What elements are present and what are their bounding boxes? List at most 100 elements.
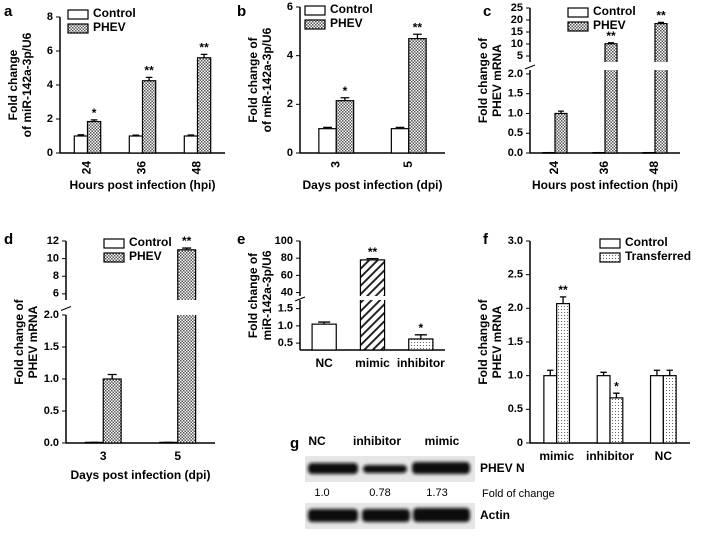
legend-label: Control xyxy=(93,6,136,20)
legend-label: Transferred xyxy=(625,249,691,263)
y-tick-label: 40 xyxy=(281,286,293,298)
error-bar xyxy=(182,247,192,250)
significance: ** xyxy=(182,234,192,248)
fold-value: 1.73 xyxy=(426,487,447,499)
y-tick-label: 0.5 xyxy=(508,403,523,415)
significance: * xyxy=(92,106,97,120)
x-axis-label: Hours post infection (hpi) xyxy=(70,178,216,192)
x-tick-label: 48 xyxy=(190,161,204,175)
bar xyxy=(73,135,89,154)
legend-swatch xyxy=(67,9,89,20)
bar xyxy=(556,303,571,444)
y-tick-label: 0 xyxy=(517,437,523,449)
y-tick-label: 80 xyxy=(281,252,293,264)
bar xyxy=(654,23,668,154)
error-bar xyxy=(145,76,153,81)
bar xyxy=(335,100,355,154)
y-tick-label: 8 xyxy=(53,270,59,282)
bar xyxy=(543,375,558,444)
x-tick-label: mimic xyxy=(355,356,390,370)
significance: ** xyxy=(558,283,568,297)
y-tick-label: 15 xyxy=(511,26,523,38)
axis-break xyxy=(294,296,306,302)
bar-panel: c Fold change of PHEV mRNA 0.0 0.5 1.0 1.5 2.0 5… xyxy=(476,2,680,192)
y-axis-label: miR-142a-3p/U6 xyxy=(260,250,274,340)
bar xyxy=(128,135,144,154)
bar xyxy=(196,57,212,154)
significance: * xyxy=(418,321,423,335)
y-tick-label: 1.5 xyxy=(508,336,523,348)
y-tick-label: 1.0 xyxy=(44,373,59,385)
y-tick-label: 12 xyxy=(47,235,59,247)
bar xyxy=(596,375,611,444)
x-tick-label: 5 xyxy=(174,449,181,463)
y-tick-label: 2.5 xyxy=(508,269,523,281)
bar xyxy=(408,38,427,154)
legend-swatch xyxy=(304,19,326,30)
y-tick-label: 0 xyxy=(47,147,53,159)
y-axis-label: Fold change of xyxy=(476,37,490,123)
bar xyxy=(662,375,677,444)
x-tick-label: NC xyxy=(315,356,333,370)
x-tick-label: mimic xyxy=(539,449,574,463)
x-tick-label: NC xyxy=(655,449,673,463)
error-bar xyxy=(132,134,140,136)
legend-label: PHEV xyxy=(93,20,126,34)
y-tick-label: 0.0 xyxy=(44,437,59,449)
legend-label: PHEV xyxy=(330,16,363,30)
bar xyxy=(177,249,197,444)
bar xyxy=(609,397,624,444)
error-bar xyxy=(107,373,117,379)
y-tick-label: 1.5 xyxy=(44,341,59,353)
legend-label: PHEV xyxy=(593,18,626,32)
error-bar xyxy=(658,21,664,24)
y-axis-label: PHEV mRNA xyxy=(26,305,40,378)
x-tick-label: 3 xyxy=(100,449,107,463)
panel-letter: d xyxy=(4,231,13,248)
y-tick-label: 0.5 xyxy=(278,337,293,349)
x-tick-label: 24 xyxy=(80,161,94,175)
x-tick-label: 36 xyxy=(597,161,611,175)
axis-gap xyxy=(176,300,197,316)
y-tick-label: 3.0 xyxy=(508,235,523,247)
y-tick-label: 1.5 xyxy=(508,88,523,100)
y-axis-label: Fold change of xyxy=(246,36,260,122)
y-tick-label: 2.0 xyxy=(44,309,59,321)
lane-label: inhibitor xyxy=(353,434,401,448)
axis-break xyxy=(524,64,536,70)
legend-label: Control xyxy=(330,2,373,16)
significance: ** xyxy=(606,29,616,43)
y-tick-label: 0 xyxy=(287,147,293,159)
y-tick-label: 2.0 xyxy=(508,302,523,314)
x-tick-label: 36 xyxy=(135,161,149,175)
x-tick-label: inhibitor xyxy=(586,449,634,463)
bar xyxy=(390,128,410,154)
legend-swatch xyxy=(599,252,621,263)
y-tick-label: 4 xyxy=(47,79,54,91)
axis-gap xyxy=(359,296,386,301)
legend-swatch xyxy=(567,21,589,32)
significance: ** xyxy=(413,20,423,34)
y-tick-label: 1.0 xyxy=(508,370,523,382)
legend-swatch xyxy=(567,7,589,18)
bar xyxy=(408,338,434,351)
error-bar xyxy=(666,369,673,376)
legend-label: Control xyxy=(129,235,172,249)
error-bar xyxy=(559,296,567,304)
y-tick-label: 25 xyxy=(511,2,523,14)
x-tick-label: 3 xyxy=(328,161,342,168)
legend-label: Control xyxy=(593,4,636,18)
y-tick-label: 1.0 xyxy=(508,107,523,119)
y-tick-label: 20 xyxy=(511,14,523,26)
y-tick-label: 10 xyxy=(47,253,59,265)
error-bar xyxy=(366,257,379,260)
bar xyxy=(318,128,337,154)
error-bar xyxy=(414,334,427,339)
y-tick-label: 100 xyxy=(275,235,293,247)
y-tick-label: 2 xyxy=(287,98,293,110)
panel-letter: c xyxy=(483,3,491,20)
error-bar xyxy=(340,97,350,101)
blot-panel: g NC inhibitor mimic PHEV N 1.0 0.78 1.7… xyxy=(290,434,555,529)
error-bar xyxy=(653,369,661,376)
